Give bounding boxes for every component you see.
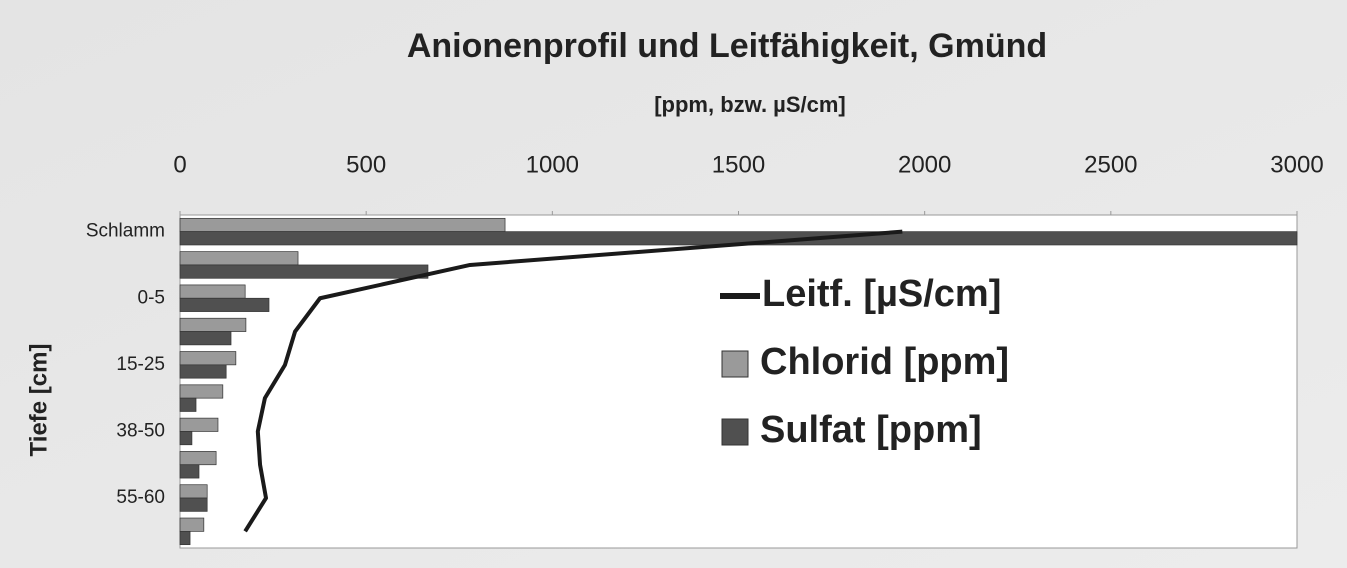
x-tick-label: 1500	[712, 151, 765, 178]
x-tick-label: 2500	[1084, 151, 1137, 178]
chart-title: Anionenprofil und Leitfähigkeit, Gmünd	[407, 27, 1047, 65]
bar	[179, 384, 224, 399]
bar	[179, 297, 270, 312]
bar	[179, 397, 197, 412]
x-tick-label: 3000	[1270, 151, 1323, 178]
x-tick-label: 1000	[526, 151, 579, 178]
bar	[179, 484, 208, 499]
y-tick-label: 38-50	[116, 420, 165, 441]
x-tick-label: 0	[173, 151, 186, 178]
bar	[179, 331, 232, 346]
bar	[179, 351, 237, 366]
bar	[179, 497, 208, 512]
bar	[179, 264, 429, 279]
legend-swatch	[721, 350, 749, 378]
legend-label: Sulfat [ppm]	[760, 409, 982, 451]
line	[243, 229, 903, 533]
chart-subtitle: [ppm, bzw. µS/cm]	[654, 92, 846, 117]
y-tick-label: 0-5	[138, 287, 165, 308]
legend-swatch	[721, 418, 749, 446]
bar	[179, 217, 506, 233]
bar	[179, 451, 217, 466]
y-tick-label: Schlamm	[86, 221, 165, 242]
bar	[179, 284, 246, 299]
x-tick-label: 500	[346, 151, 386, 178]
bar	[179, 317, 247, 332]
y-axis-label: Tiefe [cm]	[25, 344, 52, 457]
bar	[179, 530, 191, 546]
legend-label: Leitf. [µS/cm]	[762, 273, 1001, 315]
x-tick-label: 2000	[898, 151, 951, 178]
bar	[179, 464, 200, 479]
y-tick-label: 15-25	[116, 354, 165, 375]
bar	[179, 517, 205, 532]
bar	[179, 417, 219, 432]
y-tick-label: 55-60	[116, 487, 165, 508]
legend-label: Chlorid [ppm]	[760, 341, 1009, 383]
bar	[179, 431, 193, 446]
bar	[179, 251, 299, 266]
bar	[179, 364, 227, 379]
